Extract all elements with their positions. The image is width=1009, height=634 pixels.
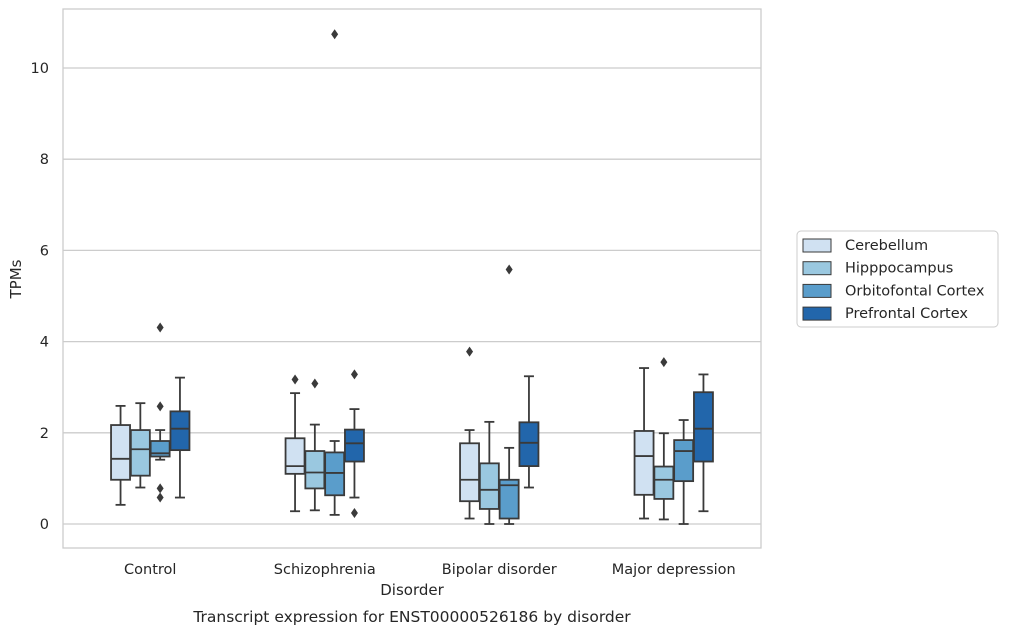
x-axis-ticks: Control Schizophrenia Bipolar disorder Majo… [124, 562, 736, 578]
box-groups [110, 29, 714, 525]
outlier-point [350, 508, 358, 519]
box-2-1 [324, 29, 346, 516]
box-body [110, 424, 131, 481]
y-tick-label: 0 [40, 517, 49, 533]
x-tick-label: Control [124, 562, 176, 578]
box-0-0 [110, 404, 131, 506]
box-body [324, 451, 346, 497]
box-body [478, 462, 500, 510]
box-body [518, 421, 540, 467]
y-tick-label: 2 [40, 426, 49, 442]
box-3-3 [693, 373, 714, 513]
x-tick-label: Schizophrenia [274, 562, 376, 578]
outlier-point [311, 378, 319, 389]
outlier-point [505, 264, 513, 275]
outlier-point [466, 346, 474, 357]
legend: Cerebellum Hipppocampus Orbitofontal Corte… [796, 230, 999, 328]
plot-frame [62, 8, 762, 549]
box-2-2 [498, 264, 520, 525]
box-body [673, 439, 695, 483]
outlier-point [156, 401, 164, 412]
box-1-3 [653, 357, 675, 521]
box-3-1 [344, 369, 365, 519]
outlier-point [331, 29, 339, 40]
box-2-3 [673, 419, 695, 525]
box-body [653, 465, 675, 500]
y-axis-label: TPMs [7, 259, 25, 299]
box-body [459, 442, 480, 503]
box-body [498, 478, 520, 520]
legend-swatch [802, 238, 832, 253]
outlier-point [291, 374, 299, 385]
legend-swatch [802, 283, 832, 298]
box-3-0 [169, 376, 191, 499]
box-1-0 [129, 402, 151, 489]
box-1-2 [478, 420, 500, 525]
legend-swatch [802, 261, 832, 276]
box-body [304, 450, 326, 490]
legend-frame [796, 230, 999, 328]
outlier-point [350, 369, 358, 380]
box-3-2 [518, 375, 540, 489]
box-0-1 [284, 374, 306, 513]
box-2-0 [149, 322, 171, 503]
legend-label: Cerebellum [845, 238, 928, 254]
box-body [344, 428, 365, 463]
legend-swatch [802, 306, 832, 321]
outlier-point [660, 357, 668, 368]
outlier-point [156, 322, 164, 333]
legend-label: Prefrontal Cortex [845, 306, 968, 322]
box-body [169, 410, 191, 452]
outlier-point [156, 492, 164, 503]
box-body [633, 430, 655, 496]
x-tick-label: Bipolar disorder [442, 562, 557, 578]
box-body [129, 429, 151, 477]
y-axis-ticks: 0 2 4 6 8 10 [31, 61, 49, 533]
outlier-point [156, 483, 164, 494]
y-tick-label: 10 [31, 61, 49, 77]
legend-label: Orbitofontal Cortex [845, 283, 985, 299]
y-tick-label: 6 [40, 243, 49, 259]
box-body [284, 437, 306, 475]
y-tick-label: 8 [40, 152, 49, 168]
y-tick-label: 4 [40, 335, 49, 351]
box-body [693, 391, 714, 463]
x-tick-label: Major depression [612, 562, 736, 578]
box-0-3 [633, 367, 655, 520]
box-1-1 [304, 378, 326, 512]
legend-label: Hipppocampus [845, 261, 953, 277]
x-axis-label: Disorder [380, 581, 444, 599]
chart-caption: Transcript expression for ENST0000052618… [192, 608, 631, 626]
